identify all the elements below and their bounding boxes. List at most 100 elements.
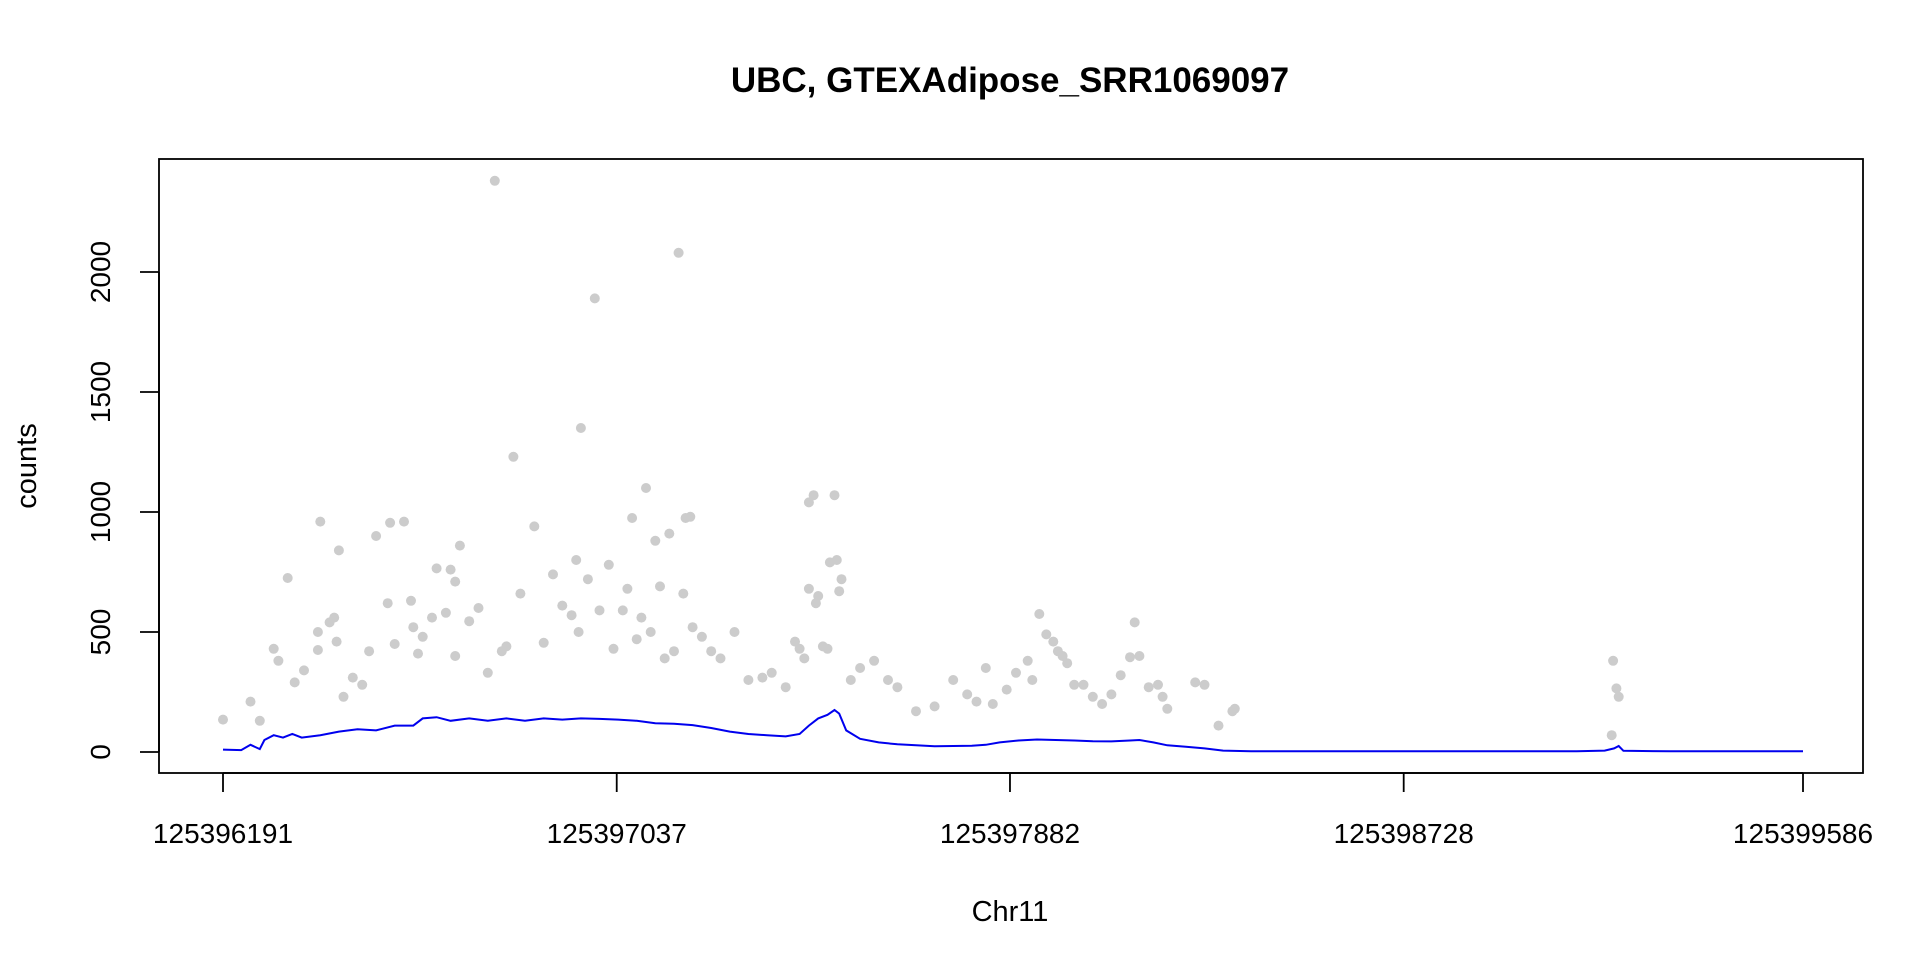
data-point — [582, 574, 593, 585]
y-axis-label: counts — [11, 423, 43, 508]
data-point — [1125, 652, 1135, 663]
y-tick-label: 1000 — [85, 481, 116, 543]
data-point — [371, 531, 382, 541]
data-point — [617, 605, 628, 616]
data-point — [450, 651, 461, 661]
data-point — [685, 511, 696, 522]
series-line — [222, 708, 1803, 753]
y-tick-label: 0 — [85, 744, 116, 760]
data-point — [573, 627, 584, 637]
data-point — [1199, 679, 1210, 690]
data-point — [1157, 691, 1168, 702]
data-point — [645, 627, 656, 637]
data-point — [669, 646, 679, 657]
data-point — [548, 569, 558, 580]
data-point — [687, 622, 698, 633]
data-point — [1062, 658, 1073, 669]
data-point — [766, 667, 777, 678]
data-point — [834, 586, 845, 597]
data-point — [515, 588, 526, 599]
data-point — [743, 675, 754, 685]
x-tick-label: 125398728 — [1334, 818, 1474, 849]
plot-frame — [158, 158, 1864, 774]
data-point — [431, 563, 442, 574]
x-tick-label: 125397882 — [940, 818, 1080, 849]
data-point — [347, 672, 358, 683]
data-point — [929, 701, 940, 712]
data-point — [482, 667, 493, 678]
data-point — [268, 643, 279, 654]
data-point — [329, 612, 340, 623]
data-point — [473, 603, 484, 613]
data-point — [1190, 677, 1201, 688]
scatter-points — [218, 175, 1624, 741]
data-point — [289, 677, 300, 688]
data-point — [1069, 679, 1080, 690]
data-point — [1613, 691, 1624, 702]
data-point — [1001, 684, 1012, 695]
data-point — [385, 517, 396, 528]
data-point — [911, 706, 921, 717]
data-point — [333, 545, 344, 556]
data-point — [315, 516, 326, 527]
data-point — [538, 637, 549, 648]
data-point — [1153, 679, 1163, 690]
data-point — [575, 423, 586, 433]
data-point — [790, 636, 800, 647]
data-point — [603, 559, 614, 570]
data-point — [1608, 655, 1619, 666]
y-tick-label: 2000 — [85, 241, 116, 303]
data-point — [1034, 609, 1045, 619]
data-point — [450, 576, 461, 587]
data-point — [1078, 679, 1089, 690]
y-tick-label: 500 — [85, 609, 116, 656]
data-point — [845, 675, 856, 685]
data-point — [696, 631, 707, 642]
data-point — [427, 612, 437, 623]
data-point — [757, 672, 768, 683]
data-point — [627, 513, 638, 523]
data-point — [855, 663, 866, 673]
data-point — [299, 665, 309, 676]
data-point — [282, 573, 293, 583]
data-point — [489, 175, 500, 186]
data-point — [1229, 703, 1240, 714]
data-point — [1022, 655, 1033, 666]
y-axis: 0 500 1000 1500 2000 — [85, 241, 160, 760]
data-point — [594, 605, 605, 616]
chart-title: UBC, GTEXAdipose_SRR1069097 — [731, 61, 1289, 100]
data-point — [715, 653, 726, 664]
data-point — [799, 653, 810, 664]
data-point — [659, 653, 670, 664]
data-point — [780, 682, 791, 693]
data-point — [803, 497, 814, 508]
data-point — [571, 555, 582, 565]
y-tick-label: 1500 — [85, 361, 116, 423]
data-point — [631, 634, 642, 645]
data-point — [822, 643, 833, 654]
data-point — [382, 598, 393, 609]
data-point — [1048, 636, 1059, 647]
data-point — [312, 645, 323, 655]
data-point — [706, 646, 717, 657]
data-point — [971, 696, 982, 707]
data-point — [980, 663, 991, 673]
data-point — [948, 675, 959, 685]
x-axis-label: Chr11 — [972, 896, 1049, 928]
data-point — [417, 631, 428, 642]
data-point — [869, 655, 880, 666]
data-point — [273, 655, 284, 666]
data-point — [808, 490, 819, 501]
data-point — [454, 540, 465, 551]
data-point — [883, 675, 893, 685]
x-tick-label: 125396191 — [153, 818, 293, 849]
data-point — [1129, 617, 1140, 628]
data-point — [641, 483, 651, 493]
data-point — [622, 583, 633, 594]
data-point — [529, 521, 540, 532]
data-point — [364, 646, 375, 657]
data-point — [987, 699, 998, 709]
data-point — [389, 639, 400, 649]
x-axis: 125396191 125397037 125397882 125398728 1253… — [153, 772, 1873, 849]
